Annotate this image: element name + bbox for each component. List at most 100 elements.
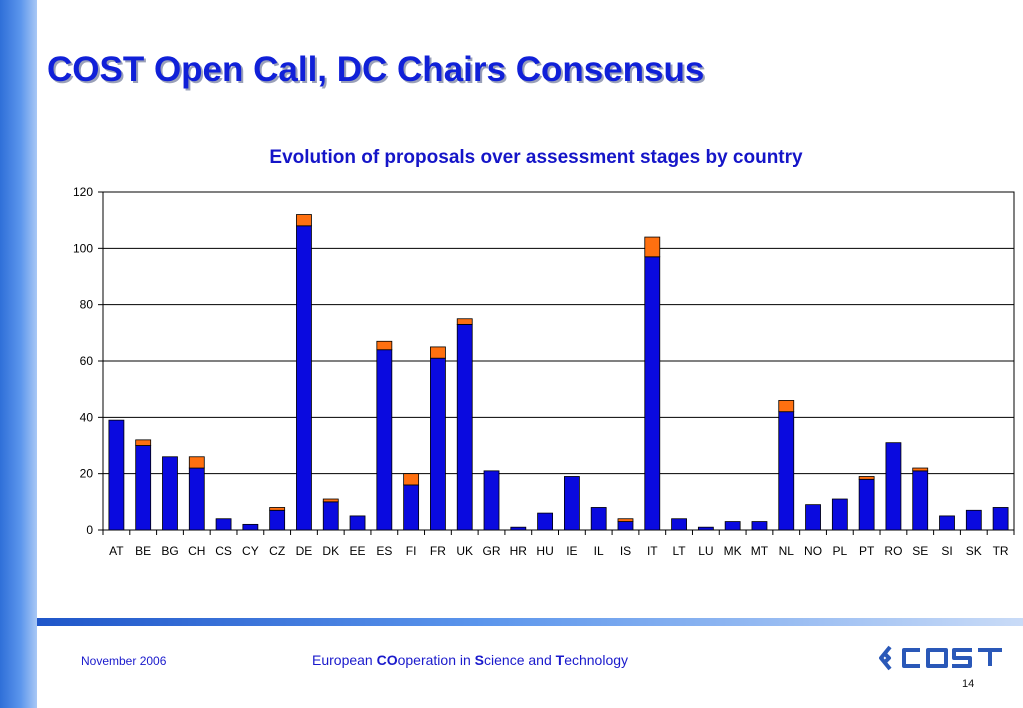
bar-segment-secondary xyxy=(617,518,634,522)
y-tick-label: 40 xyxy=(80,410,94,424)
bar-segment-secondary xyxy=(858,476,875,480)
tagline-part: European xyxy=(312,652,377,668)
tagline-part: cience and xyxy=(484,652,556,668)
y-tick-label: 0 xyxy=(86,523,93,537)
bar-segment-primary xyxy=(939,515,955,531)
bar-segment-secondary xyxy=(456,318,473,325)
x-tick-label: UK xyxy=(456,544,473,558)
footer-tagline: European COoperation in Science and Tech… xyxy=(312,652,628,668)
bar-segment-secondary xyxy=(376,340,393,351)
tagline-part: operation in xyxy=(397,652,475,668)
x-tick-label: DE xyxy=(296,544,313,558)
tagline-part: S xyxy=(474,652,485,668)
bar-segment-primary xyxy=(376,349,393,531)
bar-segment-primary xyxy=(590,507,607,531)
bar-segment-primary xyxy=(456,323,473,531)
x-tick-label: EE xyxy=(350,544,366,558)
footer-date: November 2006 xyxy=(81,654,167,668)
bar-segment-primary xyxy=(885,442,902,531)
x-tick-label: LT xyxy=(673,544,687,558)
bar-segment-primary xyxy=(537,512,554,531)
bar-segment-primary xyxy=(563,476,580,531)
x-tick-label: CZ xyxy=(269,544,285,558)
x-tick-label: PT xyxy=(859,544,875,558)
chart-title: Evolution of proposals over assessment s… xyxy=(269,147,803,168)
bar-segment-primary xyxy=(135,445,152,531)
bar-segment-primary xyxy=(617,521,634,531)
tagline-part: echnology xyxy=(564,652,629,668)
x-tick-label: IT xyxy=(647,544,658,558)
bar-chart: Evolution of proposals over assessment s… xyxy=(73,147,1015,558)
bar-segment-primary xyxy=(697,526,714,531)
slide-title: COST Open Call, DC Chairs Consensus xyxy=(47,50,705,89)
tagline-part: CO xyxy=(376,652,398,668)
x-tick-label: PL xyxy=(832,544,847,558)
bar-segment-primary xyxy=(751,521,768,531)
bar-segment-primary xyxy=(671,518,687,531)
x-tick-label: SI xyxy=(941,544,952,558)
bar-segment-secondary xyxy=(403,473,420,486)
x-tick-label: FI xyxy=(406,544,417,558)
bar-segment-secondary xyxy=(322,498,339,503)
footer-band xyxy=(37,618,1023,626)
x-tick-label: CH xyxy=(188,544,205,558)
bar-segment-primary xyxy=(805,504,821,531)
left-accent-strip xyxy=(0,0,37,708)
bar-segment-secondary xyxy=(135,439,152,446)
x-tick-label: NO xyxy=(804,544,822,558)
x-tick-label: ES xyxy=(376,544,392,558)
bar-segment-secondary xyxy=(269,507,286,511)
bar-segment-primary xyxy=(188,467,205,531)
bar-segment-primary xyxy=(858,478,875,531)
bar-segment-primary xyxy=(296,225,312,531)
x-tick-label: FR xyxy=(430,544,446,558)
y-tick-label: 120 xyxy=(73,185,93,199)
y-tick-label: 60 xyxy=(80,354,94,368)
x-tick-label: DK xyxy=(322,544,339,558)
x-tick-label: IE xyxy=(566,544,577,558)
x-tick-label: IS xyxy=(620,544,631,558)
x-tick-label: NL xyxy=(779,544,795,558)
y-tick-label: 100 xyxy=(73,241,93,255)
bar-segment-primary xyxy=(483,470,500,531)
bar-segment-primary xyxy=(430,357,446,531)
x-tick-label: HR xyxy=(510,544,528,558)
tagline-part: T xyxy=(555,652,565,668)
page-number: 14 xyxy=(962,678,975,690)
x-tick-label: CY xyxy=(242,544,259,558)
x-tick-label: BE xyxy=(135,544,151,558)
x-tick-label: MT xyxy=(751,544,769,558)
bar-segment-primary xyxy=(108,419,125,531)
x-tick-label: GR xyxy=(483,544,501,558)
x-tick-label: AT xyxy=(109,544,124,558)
bar-segment-secondary xyxy=(296,214,312,227)
x-tick-label: TR xyxy=(993,544,1009,558)
x-tick-label: LU xyxy=(698,544,713,558)
x-tick-label: SE xyxy=(912,544,928,558)
bar-segment-primary xyxy=(162,456,178,531)
bar-segment-secondary xyxy=(188,456,205,469)
bar-segment-primary xyxy=(831,498,848,531)
bar-segment-primary xyxy=(215,518,232,531)
bar-segment-primary xyxy=(644,256,661,531)
bar-segment-secondary xyxy=(644,236,661,258)
x-tick-label: BG xyxy=(161,544,178,558)
y-tick-label: 80 xyxy=(80,298,94,312)
x-tick-label: IL xyxy=(594,544,604,558)
x-tick-label: SK xyxy=(966,544,982,558)
bar-segment-primary xyxy=(269,509,286,531)
x-tick-label: MK xyxy=(724,544,742,558)
bar-segment-secondary xyxy=(430,346,446,359)
bar-segment-primary xyxy=(912,470,929,531)
bar-segment-primary xyxy=(322,501,339,531)
bar-segment-primary xyxy=(242,523,259,531)
bar-segment-primary xyxy=(724,521,741,531)
x-tick-label: HU xyxy=(536,544,553,558)
bar-segment-primary xyxy=(349,515,366,531)
bar-segment-primary xyxy=(992,507,1009,531)
bar-segment-secondary xyxy=(912,467,929,472)
y-tick-label: 20 xyxy=(80,467,94,481)
bar-segment-primary xyxy=(403,484,420,531)
cost-logo xyxy=(879,645,1002,671)
bar-segment-primary xyxy=(510,526,527,531)
